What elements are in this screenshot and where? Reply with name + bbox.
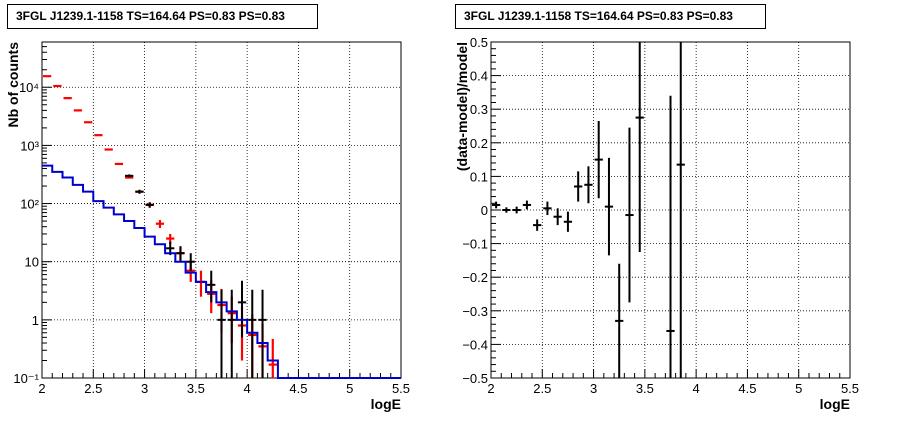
y-tick-label: −0.2 (462, 270, 488, 285)
x-tick-label: 4.5 (738, 381, 756, 396)
y-axis-label: (data-model)/model (454, 42, 470, 171)
x-tick-label: 5.5 (841, 381, 859, 396)
y-tick-label: 0.3 (470, 102, 488, 117)
y-tick-label: 10³ (20, 138, 39, 153)
x-tick-label: 3.5 (187, 381, 205, 396)
y-tick-label: 0.4 (470, 69, 488, 84)
y-tick-label: −0.4 (462, 337, 488, 352)
y-tick-label: 1 (32, 313, 39, 328)
y-axis-label: Nb of counts (5, 42, 21, 128)
y-tick-label: 0.1 (470, 169, 488, 184)
x-tick-label: 3 (590, 381, 597, 396)
x-tick-label: 5.5 (392, 381, 410, 396)
x-tick-label: 4 (244, 381, 251, 396)
x-tick-label: 5 (795, 381, 802, 396)
x-tick-label: 4 (693, 381, 700, 396)
y-tick-label: −0.3 (462, 304, 488, 319)
y-tick-label: 10 (25, 255, 39, 270)
x-tick-label: 2.5 (533, 381, 551, 396)
left-pad: 3FGL J1239.1-1158 TS=164.64 PS=0.83 PS=0… (5, 4, 410, 412)
y-tick-label: 0.2 (470, 136, 488, 151)
y-tick-label: 0.5 (470, 35, 488, 50)
y-tick-label: 0 (481, 203, 488, 218)
residuals-chart: 2 2.5 3 3.5 4 4.5 5 5.5 −0.5 −0.4 −0.3 −0.2 −0.1 0 0.1… (454, 35, 859, 412)
left-chart-title: 3FGL J1239.1-1158 TS=164.64 PS=0.83 PS=0… (7, 4, 318, 29)
model-step-line (42, 164, 401, 379)
x-tick-label: 2 (38, 381, 45, 396)
x-tick-label: 3 (141, 381, 148, 396)
right-pad: 3FGL J1239.1-1158 TS=164.64 PS=0.83 PS=0… (449, 0, 898, 421)
x-axis-label: logE (371, 396, 401, 412)
x-tick-label: 2.5 (84, 381, 102, 396)
y-tick-label: 10² (20, 197, 39, 212)
x-tick-label: 5 (346, 381, 353, 396)
x-tick-label: 4.5 (289, 381, 307, 396)
x-tick-label: 2 (487, 381, 494, 396)
right-chart-title: 3FGL J1239.1-1158 TS=164.64 PS=0.83 PS=0… (455, 4, 766, 29)
x-axis-label: logE (820, 396, 850, 412)
y-tick-label: −0.1 (462, 237, 488, 252)
y-tick-label: −0.5 (462, 371, 488, 386)
y-tick-label: 10⁻¹ (13, 371, 39, 386)
x-tick-label: 3.5 (636, 381, 654, 396)
counts-histogram-chart: 2 2.5 3 3.5 4 4.5 5 5.5 10⁻¹ 1 10 10² 10³ 10⁴ logE Nb o… (5, 41, 410, 412)
y-tick-label: 10⁴ (19, 80, 39, 95)
